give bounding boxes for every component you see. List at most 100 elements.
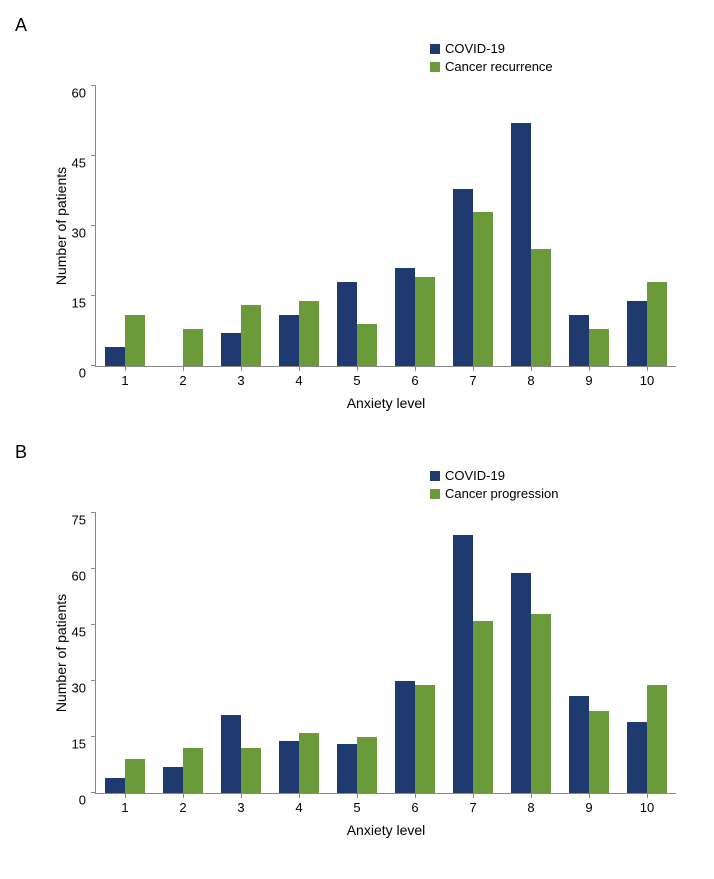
y-tick-label: 15 xyxy=(61,737,86,752)
y-tick-mark xyxy=(91,225,96,226)
bar xyxy=(395,268,415,366)
bar xyxy=(627,722,647,793)
legend: COVID-19 Cancer progression xyxy=(430,468,558,501)
bar xyxy=(569,315,589,366)
x-tick-mark xyxy=(647,366,648,371)
x-tick-label: 3 xyxy=(237,373,244,388)
x-tick-mark xyxy=(473,793,474,798)
x-tick-mark xyxy=(183,366,184,371)
bar xyxy=(105,778,125,793)
x-tick-mark xyxy=(241,366,242,371)
x-tick-label: 7 xyxy=(469,373,476,388)
x-tick-mark xyxy=(647,793,648,798)
x-tick-mark xyxy=(357,793,358,798)
x-tick-label: 4 xyxy=(295,373,302,388)
x-tick-label: 8 xyxy=(527,373,534,388)
bar xyxy=(589,711,609,793)
legend-item: Cancer progression xyxy=(430,486,558,501)
y-tick-label: 75 xyxy=(61,513,86,528)
bar xyxy=(395,681,415,793)
legend-item: COVID-19 xyxy=(430,468,558,483)
bar xyxy=(453,535,473,793)
bar xyxy=(337,282,357,366)
bar xyxy=(357,324,377,366)
y-tick-mark xyxy=(91,512,96,513)
bar xyxy=(183,748,203,793)
y-tick-label: 15 xyxy=(61,296,86,311)
x-tick-label: 1 xyxy=(121,373,128,388)
x-tick-mark xyxy=(357,366,358,371)
bar xyxy=(241,305,261,366)
y-tick-label: 0 xyxy=(61,793,86,808)
bar xyxy=(221,333,241,366)
x-tick-label: 5 xyxy=(353,373,360,388)
legend-item: COVID-19 xyxy=(430,41,553,56)
y-tick-label: 60 xyxy=(61,569,86,584)
y-tick-mark xyxy=(91,736,96,737)
x-tick-label: 6 xyxy=(411,373,418,388)
x-tick-label: 10 xyxy=(640,800,654,815)
bar xyxy=(299,733,319,793)
x-tick-label: 1 xyxy=(121,800,128,815)
bar xyxy=(299,301,319,366)
bar xyxy=(415,277,435,366)
bar xyxy=(105,347,125,366)
panel-label: B xyxy=(15,442,714,463)
x-tick-label: 7 xyxy=(469,800,476,815)
x-tick-mark xyxy=(415,366,416,371)
x-axis-label: Anxiety level xyxy=(347,395,426,411)
legend-item: Cancer recurrence xyxy=(430,59,553,74)
bar xyxy=(511,573,531,793)
legend: COVID-19 Cancer recurrence xyxy=(430,41,553,74)
bar xyxy=(589,329,609,366)
y-tick-mark xyxy=(91,155,96,156)
bar xyxy=(183,329,203,366)
bar xyxy=(647,685,667,793)
x-tick-mark xyxy=(241,793,242,798)
x-tick-label: 10 xyxy=(640,373,654,388)
bar xyxy=(473,212,493,366)
legend-swatch xyxy=(430,471,440,481)
x-tick-mark xyxy=(299,793,300,798)
x-tick-label: 6 xyxy=(411,800,418,815)
x-tick-label: 2 xyxy=(179,373,186,388)
bar xyxy=(279,315,299,366)
bar xyxy=(125,315,145,366)
x-tick-label: 3 xyxy=(237,800,244,815)
y-tick-mark xyxy=(91,365,96,366)
y-axis-label: Number of patients xyxy=(53,167,69,285)
x-tick-label: 8 xyxy=(527,800,534,815)
y-tick-mark xyxy=(91,85,96,86)
plot-area: 01530456075Number of patientsAnxiety lev… xyxy=(95,513,676,794)
x-tick-label: 2 xyxy=(179,800,186,815)
x-tick-mark xyxy=(531,366,532,371)
y-tick-label: 0 xyxy=(61,366,86,381)
bar xyxy=(569,696,589,793)
y-tick-mark xyxy=(91,624,96,625)
x-tick-label: 5 xyxy=(353,800,360,815)
bar xyxy=(453,189,473,366)
chart-panel: B COVID-19 Cancer progression 01530456075Nu… xyxy=(10,442,714,794)
chart-container: COVID-19Cancer recurrence015304560Number… xyxy=(50,86,710,367)
x-tick-mark xyxy=(299,366,300,371)
bar xyxy=(241,748,261,793)
bar xyxy=(511,123,531,366)
x-tick-mark xyxy=(531,793,532,798)
y-axis-label: Number of patients xyxy=(53,594,69,712)
bar xyxy=(531,249,551,366)
legend-label: COVID-19 xyxy=(445,468,505,483)
bar xyxy=(647,282,667,366)
plot-area: 015304560Number of patientsAnxiety level… xyxy=(95,86,676,367)
x-tick-mark xyxy=(125,793,126,798)
x-tick-label: 9 xyxy=(585,800,592,815)
y-tick-label: 60 xyxy=(61,86,86,101)
bar xyxy=(163,767,183,793)
chart-container: COVID-19Cancer progression01530456075Num… xyxy=(50,513,710,794)
bar xyxy=(415,685,435,793)
bar xyxy=(337,744,357,793)
x-tick-label: 9 xyxy=(585,373,592,388)
bar xyxy=(627,301,647,366)
panel-label: A xyxy=(15,15,714,36)
bar xyxy=(125,759,145,793)
bar xyxy=(279,741,299,793)
